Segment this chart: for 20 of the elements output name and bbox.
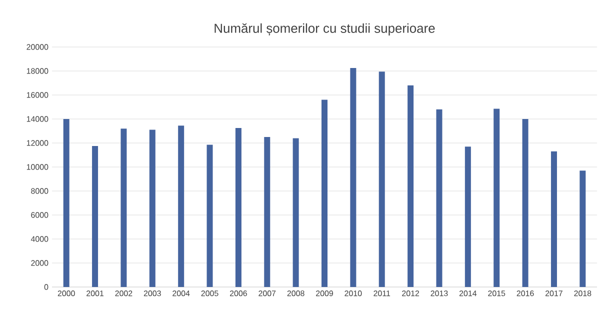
chart-title: Numărul șomerilor cu studii superioare: [214, 23, 435, 36]
bar: [178, 126, 184, 287]
bar: [206, 144, 213, 287]
bar: [464, 146, 471, 287]
bar: [350, 68, 356, 287]
bar: [378, 72, 385, 287]
bar: [149, 130, 156, 287]
bar: [63, 119, 70, 287]
bar: [408, 85, 414, 287]
bar: [92, 146, 98, 287]
bar: [292, 138, 299, 287]
bar: [120, 128, 127, 287]
bar: [522, 119, 528, 287]
bar: [436, 109, 442, 287]
bar: [322, 100, 328, 287]
bar: [494, 108, 500, 287]
bar: [550, 151, 557, 287]
bar: [264, 137, 270, 287]
bar: [580, 170, 586, 287]
bar: [235, 128, 242, 287]
